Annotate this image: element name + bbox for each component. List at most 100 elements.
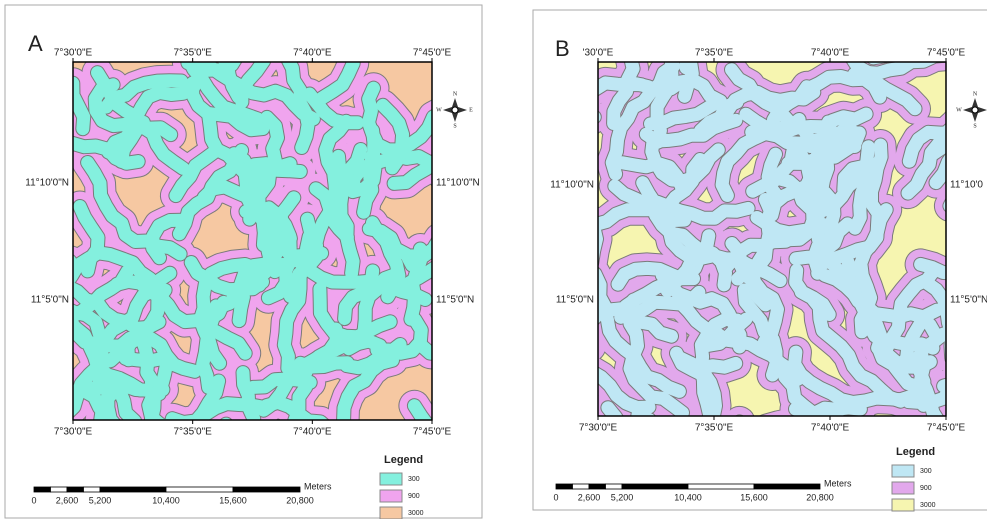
latitude-label: 11°10'0"N — [550, 180, 594, 191]
legend-swatch — [379, 506, 403, 519]
latitude-label: 11°10'0"N — [436, 178, 480, 189]
panel-label: B — [555, 36, 570, 61]
zone-300 — [817, 138, 888, 270]
zone-300 — [847, 62, 943, 81]
zone-300 — [911, 326, 946, 412]
zone-300 — [73, 76, 91, 136]
longitude-label: 7°40'0"E — [293, 427, 332, 438]
zone-300 — [414, 338, 432, 360]
scale-bar-segment — [687, 483, 755, 490]
zone-300 — [794, 285, 908, 408]
compass-w: W — [436, 107, 442, 113]
scale-bar-segment — [572, 483, 590, 490]
legend-label: 900 — [920, 485, 932, 492]
scale-bar-segment — [555, 483, 573, 490]
zone-300 — [929, 153, 946, 190]
zone-outline — [757, 424, 803, 435]
zone-300 — [892, 303, 944, 374]
zone-outline — [678, 62, 694, 76]
zone-300 — [902, 125, 946, 168]
zone-300 — [937, 378, 946, 393]
zone-300 — [73, 136, 145, 170]
zone-outline — [543, 306, 589, 423]
scale-label: 5,200 — [89, 495, 112, 505]
zone-300 — [370, 313, 428, 360]
zone-outline — [900, 62, 915, 66]
scale-bar-segment — [50, 486, 68, 493]
zone-300 — [810, 121, 853, 246]
zone-300 — [731, 193, 777, 286]
zone-300 — [246, 372, 317, 394]
scale-bar-segment — [232, 486, 301, 493]
zone-300 — [598, 268, 686, 398]
zone-300 — [73, 304, 106, 340]
zone-300 — [202, 62, 242, 77]
scale-bar-segment — [83, 486, 101, 493]
legend-title: Legend — [896, 446, 935, 458]
zone-300 — [101, 389, 120, 420]
scale-label: 10,400 — [674, 492, 702, 502]
zone-300 — [232, 246, 329, 328]
zone-outline — [216, 429, 256, 470]
compass-s: S — [453, 123, 456, 129]
panel-border — [532, 9, 987, 511]
longitude-label: 7°30'0"E — [54, 427, 93, 438]
compass-e: E — [469, 107, 473, 113]
scale-bar-segment — [99, 486, 167, 493]
longitude-label: 7°35'0"E — [695, 48, 734, 59]
latitude-label: 11°10'0 — [950, 180, 983, 191]
zone-300 — [182, 62, 264, 126]
panel-label: A — [28, 31, 43, 56]
zone-outline — [598, 110, 602, 124]
legend-swatch — [379, 472, 403, 486]
zone-300 — [98, 266, 177, 347]
zone-300 — [902, 383, 946, 409]
zone-300 — [630, 73, 727, 108]
zone-300 — [407, 399, 432, 420]
scale-bar-segment — [605, 483, 623, 490]
legend-label: 900 — [408, 493, 420, 500]
zone-300 — [315, 62, 360, 105]
zone-300 — [73, 349, 110, 417]
zone-300 — [218, 62, 245, 104]
zone-300 — [623, 293, 689, 416]
longitude-label: 7°45'0"E — [927, 423, 966, 434]
zone-300 — [543, 306, 589, 423]
zone-300 — [259, 395, 329, 420]
longitude-label: 7°40'0"E — [811, 48, 850, 59]
zone-300 — [644, 95, 725, 131]
legend-swatch — [891, 481, 915, 495]
zone-300 — [715, 85, 821, 127]
zone-900 — [598, 102, 610, 133]
map-frame — [597, 61, 947, 417]
zone-900 — [889, 62, 923, 74]
latitude-label: 11°5'0"N — [556, 295, 594, 306]
compass-n: N — [453, 91, 458, 97]
scale-bar-segment — [588, 483, 606, 490]
scale-label: 20,800 — [806, 492, 834, 502]
zone-300 — [119, 351, 202, 378]
longitude-label: '30'0"E — [583, 48, 614, 59]
zone-300 — [871, 341, 937, 374]
zone-300 — [73, 200, 105, 278]
zone-300 — [598, 367, 656, 414]
zone-300 — [376, 98, 410, 175]
zone-300 — [309, 182, 354, 244]
zone-300 — [605, 62, 681, 181]
longitude-label: 7°45'0"E — [413, 48, 452, 59]
zone-300 — [387, 155, 432, 190]
zone-300 — [645, 133, 725, 188]
zone-900 — [760, 408, 815, 416]
scale-label: 0 — [553, 492, 558, 502]
zone-outline — [933, 148, 946, 222]
map-panel: A 7°30'0"E 7°30'0"E 7°35'0"E 7°35'0"E 7°40'0"… — [4, 4, 483, 519]
longitude-label: 7°45'0"E — [927, 48, 966, 59]
compass-w: W — [956, 107, 962, 113]
zone-300 — [598, 76, 648, 96]
scale-label: 20,800 — [286, 495, 314, 505]
zone-300 — [771, 157, 882, 218]
zone-300 — [169, 145, 222, 203]
zone-300 — [608, 179, 755, 225]
scale-bar-segment — [621, 483, 689, 490]
zone-300 — [655, 268, 747, 354]
